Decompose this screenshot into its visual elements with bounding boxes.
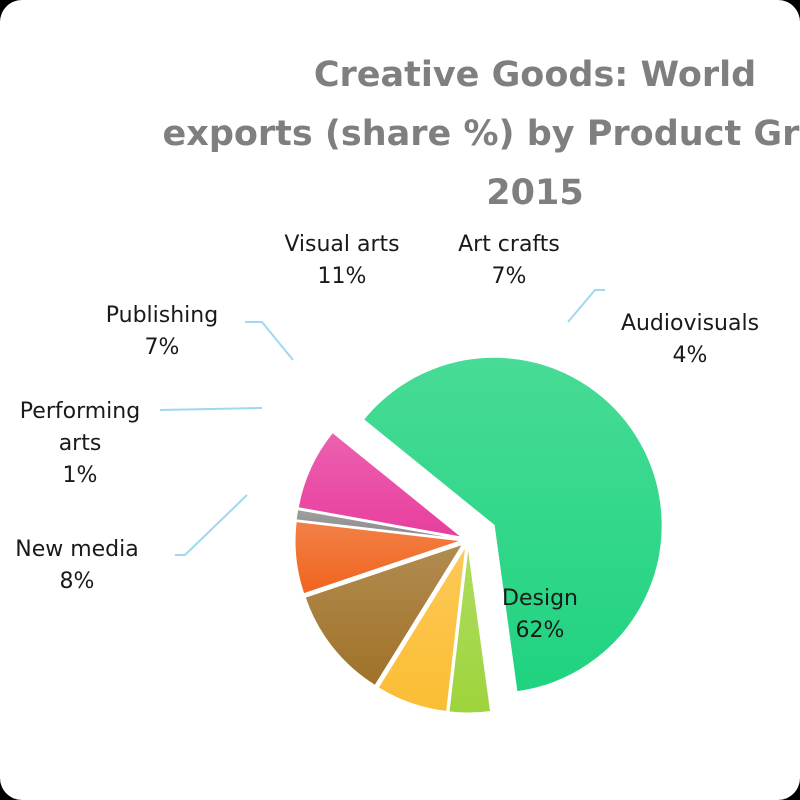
data-label-name-design: Design — [502, 586, 578, 611]
data-label-value-publishing: 7% — [145, 335, 180, 360]
data-label-name-performing-arts: arts — [59, 431, 102, 456]
pie-slice-publishing — [294, 521, 462, 595]
chart-title: Creative Goods: World exports (share %) … — [163, 46, 800, 223]
data-label-name-audiovisuals: Audiovisuals — [621, 311, 759, 336]
data-label-value-performing-arts: 1% — [63, 463, 98, 488]
leader-line-new-media — [175, 494, 248, 556]
pie-slice-visual-arts — [304, 543, 464, 687]
data-label-name-art-crafts: Art crafts — [458, 232, 560, 257]
data-label-name-new-media: New media — [15, 537, 139, 562]
data-label-value-audiovisuals: 4% — [673, 343, 708, 368]
data-label-name-visual-arts: Visual arts — [284, 232, 399, 257]
leader-line-publishing — [245, 321, 294, 361]
leader-line-performing-arts — [159, 407, 263, 411]
data-label-value-new-media: 8% — [60, 569, 95, 594]
pie-slice-performing-arts — [295, 509, 462, 540]
pie-slice-design — [362, 356, 663, 693]
leader-line-audiovisuals — [567, 289, 605, 323]
data-label-name-publishing: Publishing — [106, 303, 218, 328]
pie-slice-new-media — [297, 431, 462, 538]
title-line-3: 2015 — [486, 173, 584, 213]
data-label-name-performing-arts: Performing — [20, 399, 140, 424]
title-line-2: exports (share %) by Product Groups, — [162, 114, 800, 154]
data-label-value-visual-arts: 11% — [318, 264, 367, 289]
title-line-1: Creative Goods: World — [313, 55, 757, 95]
data-label-value-design: 62% — [516, 618, 565, 643]
data-label-value-art-crafts: 7% — [492, 264, 527, 289]
pie-slice-art-crafts — [377, 546, 467, 713]
pie-slice-audiovisuals — [448, 546, 492, 714]
